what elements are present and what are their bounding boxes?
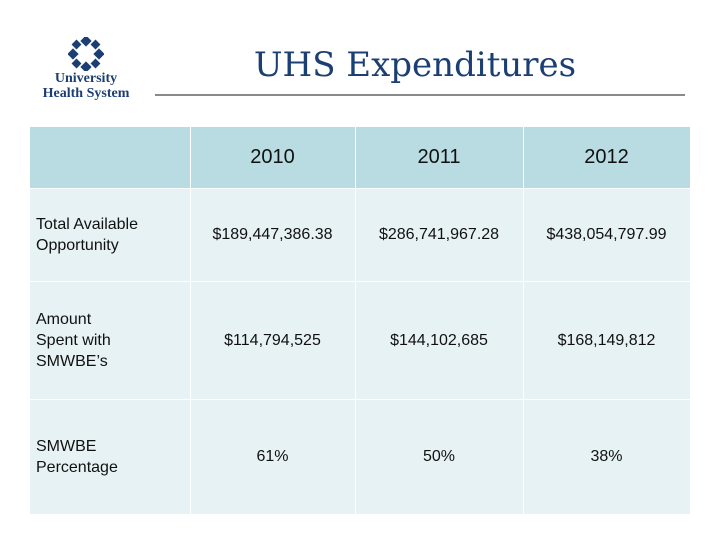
value-cell: 38% <box>523 399 691 515</box>
table-header-row: 2010 2011 2012 <box>30 127 691 189</box>
logo-text-university: University <box>54 71 118 86</box>
logo: University Health System <box>30 37 142 101</box>
star-emblem-icon <box>68 37 104 71</box>
header-cell-2010: 2010 <box>190 127 356 189</box>
value-cell: $189,447,386.38 <box>190 188 356 282</box>
row-label-line: Total Available <box>36 216 138 233</box>
table-row: Amount Spent with SMWBE’s $114,794,525 $… <box>30 281 691 400</box>
title-divider <box>155 94 685 96</box>
value-cell: 50% <box>355 399 524 515</box>
row-label-line: Spent with <box>36 332 111 349</box>
row-label-line: SMWBE <box>36 438 97 455</box>
row-label-line: SMWBE’s <box>36 353 108 370</box>
value-cell: $286,741,967.28 <box>355 188 524 282</box>
value-cell: $114,794,525 <box>190 281 356 400</box>
value-cell: $144,102,685 <box>355 281 524 400</box>
table-row: Total Available Opportunity $189,447,386… <box>30 188 691 282</box>
row-label: SMWBE Percentage <box>30 399 191 515</box>
header-cell-2012: 2012 <box>523 127 691 189</box>
expenditures-table: 2010 2011 2012 Total Available Opportuni… <box>30 127 691 515</box>
row-label-line: Percentage <box>36 459 118 476</box>
row-label: Amount Spent with SMWBE’s <box>30 281 191 400</box>
row-label-line: Amount <box>36 311 92 328</box>
value-cell: $438,054,797.99 <box>523 188 691 282</box>
header-cell-2011: 2011 <box>355 127 524 189</box>
table-row: SMWBE Percentage 61% 50% 38% <box>30 399 691 515</box>
row-label-line: Opportunity <box>36 237 119 254</box>
row-label: Total Available Opportunity <box>30 188 191 282</box>
value-cell: 61% <box>190 399 356 515</box>
logo-text-health-system: Health System <box>42 86 130 101</box>
value-cell: $168,149,812 <box>523 281 691 400</box>
page-title: UHS Expenditures <box>253 45 577 85</box>
header-cell-blank <box>30 127 191 189</box>
